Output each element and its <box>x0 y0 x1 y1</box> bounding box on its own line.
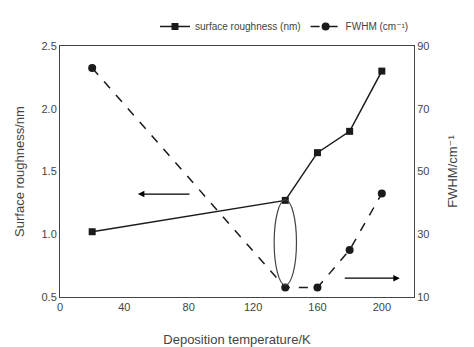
svg-text:70: 70 <box>417 103 429 115</box>
svg-text:Surface roughness/nm: Surface roughness/nm <box>12 106 27 237</box>
svg-text:2.5: 2.5 <box>42 40 57 52</box>
svg-text:160: 160 <box>308 301 326 313</box>
svg-text:120: 120 <box>244 301 262 313</box>
svg-text:0: 0 <box>57 301 63 313</box>
svg-text:2.0: 2.0 <box>42 103 57 115</box>
svg-text:Deposition temperature/K: Deposition temperature/K <box>163 332 311 347</box>
svg-text:FWHM (cm⁻¹): FWHM (cm⁻¹) <box>346 21 408 32</box>
svg-text:1.5: 1.5 <box>42 165 57 177</box>
svg-text:0.5: 0.5 <box>42 291 57 303</box>
svg-text:FWHM/cm⁻¹: FWHM/cm⁻¹ <box>445 135 460 208</box>
svg-text:200: 200 <box>373 301 391 313</box>
svg-text:surface roughness (nm): surface roughness (nm) <box>195 21 301 32</box>
svg-text:80: 80 <box>183 301 195 313</box>
svg-text:40: 40 <box>118 301 130 313</box>
svg-text:30: 30 <box>417 228 429 240</box>
svg-text:1.0: 1.0 <box>42 228 57 240</box>
svg-text:50: 50 <box>417 165 429 177</box>
svg-text:10: 10 <box>417 291 429 303</box>
svg-text:90: 90 <box>417 40 429 52</box>
